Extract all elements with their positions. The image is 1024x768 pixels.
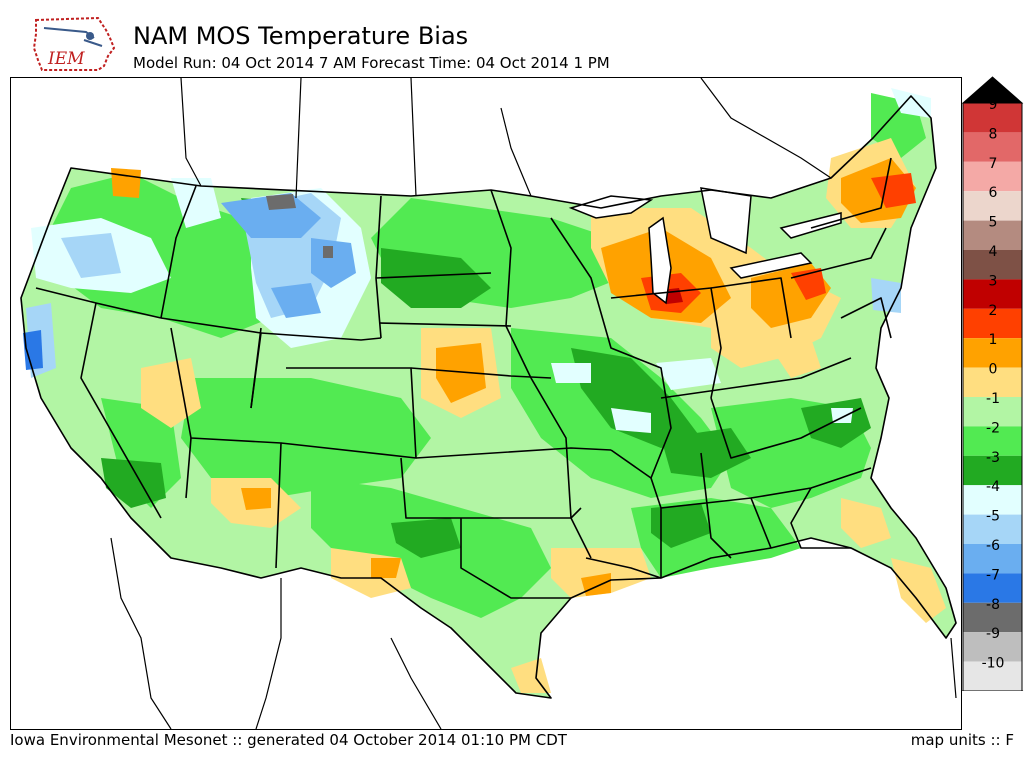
legend-tick-label: -4	[986, 479, 1000, 495]
legend-swatch	[963, 308, 1022, 339]
legend-tick-label: 8	[989, 126, 998, 142]
legend-tick-label: 7	[989, 156, 998, 172]
legend-swatch	[963, 455, 1022, 486]
legend-border	[962, 102, 1023, 691]
legend-tick-label: -9	[986, 626, 1000, 642]
legend-swatch	[963, 103, 1022, 133]
state-borders	[20, 95, 957, 699]
temperature-bias-map	[10, 77, 962, 730]
legend-swatch	[963, 367, 1022, 397]
map-title: NAM MOS Temperature Bias	[133, 22, 469, 50]
legend-tick-label: -3	[986, 450, 1000, 466]
legend-swatch	[963, 191, 1022, 221]
legend-swatch	[963, 132, 1022, 162]
legend-swatch	[963, 220, 1022, 250]
legend-swatch	[963, 661, 1022, 691]
legend-swatch	[963, 573, 1022, 603]
legend-tick-label: 0	[989, 362, 998, 378]
map-canvas	[20, 78, 957, 729]
legend-tick-label: -5	[986, 509, 1000, 525]
legend-tick-label: 1	[989, 332, 998, 348]
logo-text: IEM	[47, 49, 85, 69]
bias-minus7-area	[23, 330, 43, 370]
legend-tick-label: 5	[989, 215, 998, 231]
footer-credit: Iowa Environmental Mesonet :: generated …	[10, 731, 567, 749]
legend-tick-label: 4	[989, 244, 998, 260]
legend-tick-label: -1	[986, 391, 1000, 407]
neighbor-borders	[110, 78, 957, 729]
legend-tick-label: 2	[989, 303, 998, 319]
legend-swatch	[963, 338, 1022, 368]
legend-tick-label: 3	[989, 273, 998, 289]
legend-swatch	[963, 602, 1022, 633]
legend-swatch	[963, 544, 1022, 574]
legend-swatch	[963, 250, 1022, 280]
legend-swatch	[963, 161, 1022, 192]
legend-tick-label: -10	[982, 656, 1005, 672]
legend-tick-label: -6	[986, 538, 1000, 554]
map-subtitle: Model Run: 04 Oct 2014 7 AM Forecast Tim…	[133, 54, 610, 72]
legend-tick-label: -2	[986, 420, 1000, 436]
legend-tick-label: 9	[989, 97, 998, 113]
legend-tick-label: 6	[989, 185, 998, 201]
bias-minus8-areas	[266, 194, 333, 258]
legend-swatch	[963, 514, 1022, 544]
legend-tick-label: -7	[986, 567, 1000, 583]
great-lakes	[568, 187, 842, 305]
legend-swatch	[963, 279, 1022, 309]
legend-swatch	[963, 632, 1022, 662]
iem-logo: IEM	[32, 16, 116, 71]
legend-swatch	[963, 426, 1022, 456]
footer-units: map units :: F	[910, 731, 1014, 749]
legend-swatch	[963, 397, 1022, 427]
legend-tick-label: -8	[986, 597, 1000, 613]
colorbar-legend: 9 8 7 6 5 4 3 2 1 0 -1 -2 -3 -4 -5 -6 -7 -8 -9 -10	[962, 76, 1024, 691]
bias-minus6-areas	[221, 193, 356, 318]
legend-swatch	[963, 485, 1022, 515]
